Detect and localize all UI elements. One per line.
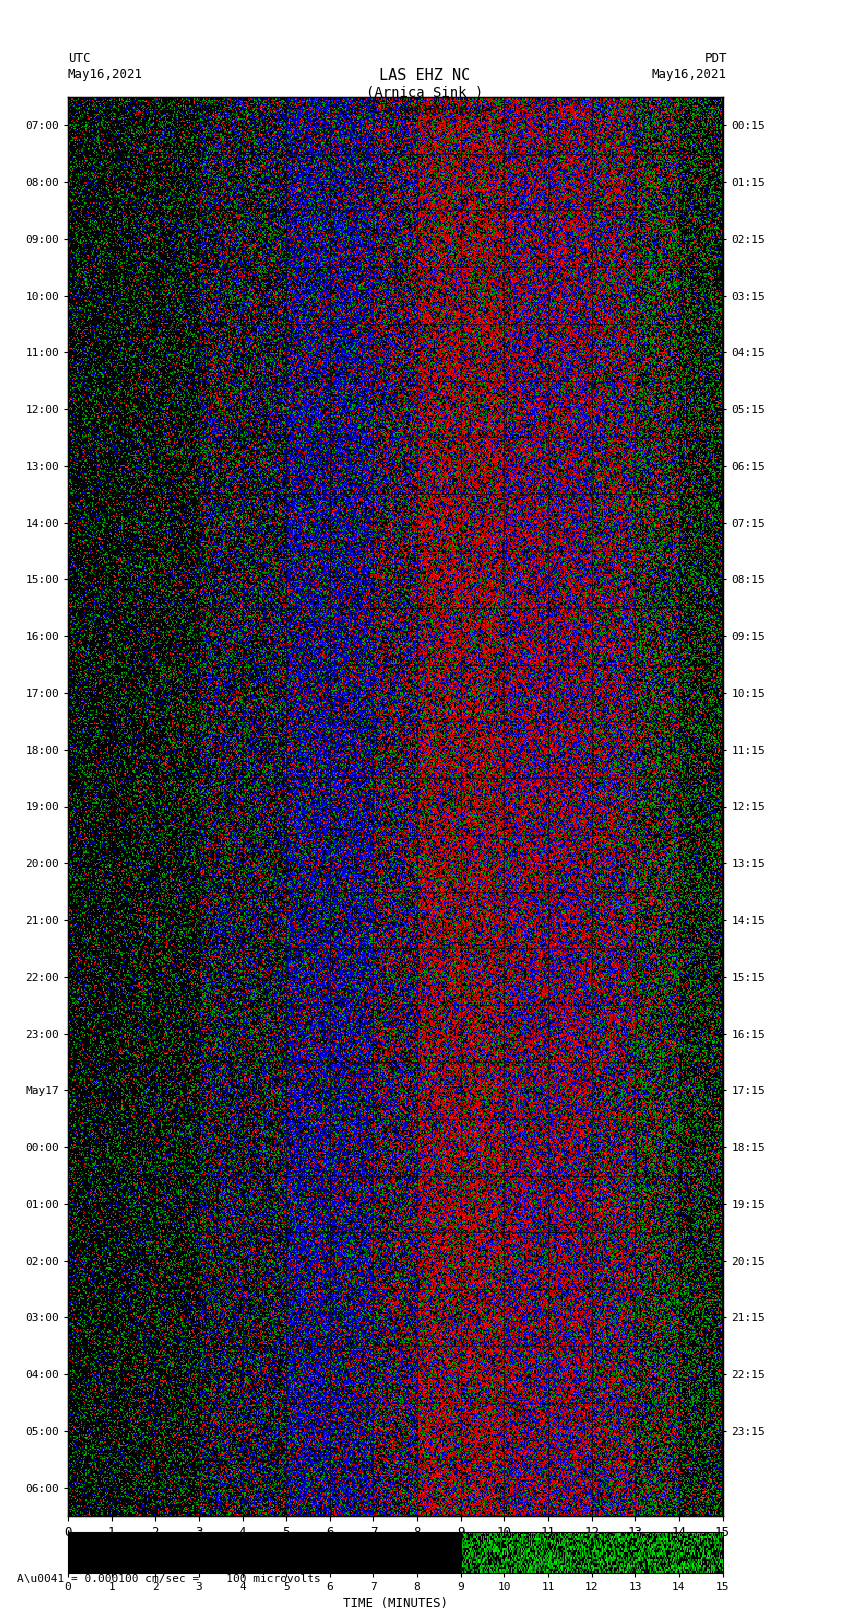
Text: May16,2021: May16,2021 [652, 68, 727, 81]
X-axis label: TIME (MINUTES): TIME (MINUTES) [343, 1597, 448, 1610]
X-axis label: TIME (MINUTES): TIME (MINUTES) [337, 1542, 454, 1555]
Text: I = 0.000100 cm/sec: I = 0.000100 cm/sec [354, 103, 496, 116]
Text: A\u0041 = 0.000100 cm/sec =    100 microvolts: A\u0041 = 0.000100 cm/sec = 100 microvol… [17, 1574, 320, 1584]
Text: UTC: UTC [68, 52, 90, 65]
Text: May16,2021: May16,2021 [68, 68, 143, 81]
Text: PDT: PDT [705, 52, 727, 65]
Text: LAS EHZ NC: LAS EHZ NC [379, 68, 471, 82]
Text: (Arnica Sink ): (Arnica Sink ) [366, 85, 484, 100]
